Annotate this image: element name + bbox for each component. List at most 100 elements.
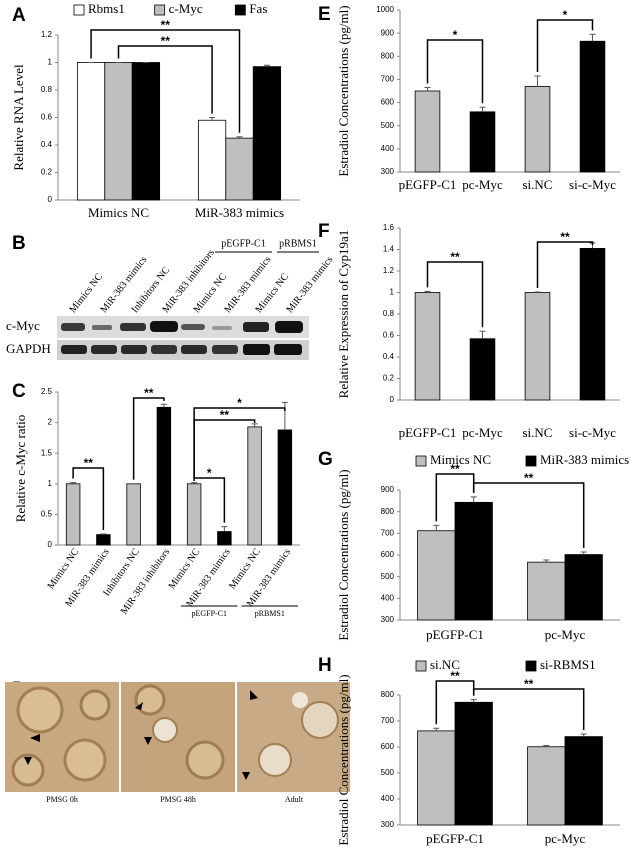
significance-bracket [536,241,594,288]
histology-images [5,682,350,792]
y-tick-label: 0.8 [383,309,395,318]
error-bar [433,524,440,531]
significance-label: ** [450,462,460,476]
bar [579,40,606,173]
y-tick-label: 2.5 [41,387,53,396]
y-tick-label: 2 [48,418,53,427]
error-bar [209,117,216,121]
significance-bracket [132,397,165,480]
y-tick-label: 1.2 [41,30,53,39]
bar [126,483,141,546]
bar [417,530,456,621]
y-tick-label: 1 [390,288,395,297]
y-tick-label: 300 [381,167,395,176]
legend-label: c-Myc [169,1,203,16]
significance-label: ** [524,677,534,691]
y-tick-label: 1 [48,479,53,488]
x-tick-label: pc-Myc [462,425,503,440]
y-tick-label: 500 [381,121,395,130]
significance-label: * [207,466,212,480]
bar [527,746,566,826]
significance-label: ** [524,471,534,485]
bar [579,248,606,401]
bar [564,554,603,621]
significance-bracket [426,39,484,104]
error-bar [236,136,243,139]
blot-image [57,316,309,360]
y-tick-label: 1.6 [383,223,395,232]
caption: Adult [285,795,304,804]
y-axis-label: Relative Expression of Cyp19a1 [336,230,351,399]
x-tick-label: pc-Myc [545,831,586,846]
bar [131,62,161,201]
bar [414,292,441,401]
legend-label: Mimics NC [430,452,491,467]
y-tick-label: 0.4 [383,352,395,361]
legend-swatch [415,455,427,467]
legend-swatch [154,4,166,16]
caption: PMSG 0h [46,795,78,804]
error-bar [479,106,486,112]
y-tick-label: 0 [48,540,53,549]
bar [454,701,493,826]
error-bar [424,290,431,293]
y-tick-label: 700 [381,716,395,725]
significance-label: ** [161,18,171,32]
error-bar [479,330,486,339]
bar [469,338,496,401]
bar [104,62,133,201]
error-bar [424,87,431,91]
y-tick-label: 500 [381,768,395,777]
error-bar [589,33,596,42]
panel-letter: G [318,449,333,470]
error-bar [470,496,477,503]
significance-label: * [453,28,458,42]
error-bar [100,533,107,535]
error-bar [251,423,258,427]
bar [225,137,254,201]
x-tick-label: pc-Myc [462,177,503,192]
error-bar [470,699,477,703]
y-tick-label: 1.5 [41,448,53,457]
x-tick-label: pEGFP-C1 [426,831,484,846]
group-label: pEGFP-C1 [221,238,265,249]
significance-bracket [72,467,105,530]
y-tick-label: 800 [381,507,395,516]
significance-label: ** [84,456,94,470]
bar [524,85,551,173]
legend-swatch [525,660,537,672]
significance-bracket [193,477,226,523]
error-bar [281,401,288,430]
bar [524,292,551,401]
y-tick-label: 800 [381,51,395,60]
group-label: pRBMS1 [279,238,317,249]
y-tick-label: 700 [381,75,395,84]
x-tick-label: pEGFP-C1 [399,425,457,440]
y-tick-label: 0.6 [383,331,395,340]
y-tick-label: 0.2 [41,168,53,177]
y-tick-label: 600 [381,98,395,107]
error-bar [534,75,541,87]
y-tick-label: 500 [381,572,395,581]
error-bar [263,64,270,67]
bar [156,406,172,546]
y-tick-label: 400 [381,593,395,602]
y-tick-label: 300 [381,615,395,624]
error-bar [221,526,228,532]
bar [277,429,293,546]
x-tick-label: pEGFP-C1 [426,627,484,642]
y-tick-label: 300 [381,820,395,829]
error-bar [433,727,440,731]
bar [217,531,232,546]
x-tick-label: si.NC [523,425,553,440]
y-tick-label: 1 [48,58,53,67]
y-axis-label: Relative RNA Level [11,64,26,171]
panel-letter: A [12,5,26,26]
legend-swatch [415,660,427,672]
legend-label: Rbms1 [88,1,125,16]
x-tick-label: si-c-Myc [569,425,616,440]
significance-bracket [193,419,256,479]
significance-label: ** [161,34,171,48]
y-tick-label: 800 [381,690,395,699]
